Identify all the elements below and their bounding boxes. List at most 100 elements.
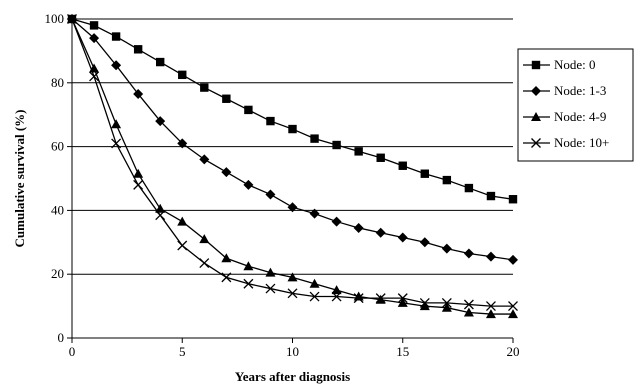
series-0-point-8 (244, 105, 253, 115)
legend-marker-0 (531, 60, 541, 70)
series-3-point-2 (111, 138, 122, 149)
series-0-point-20 (508, 195, 518, 204)
series-3-point-18 (463, 299, 474, 310)
series-3-point-8 (243, 278, 254, 289)
series-3-point-9 (265, 283, 276, 294)
series-1-point-9 (265, 189, 276, 200)
legend-marker-3 (531, 138, 541, 148)
series-3-point-15 (397, 293, 408, 304)
series-3-point-10 (287, 288, 298, 299)
series-3-point-15-stroke-b (397, 293, 408, 304)
series-line-1 (71, 18, 514, 261)
series-3-point-11-stroke-b (309, 291, 320, 302)
series-3-point-12-stroke-b (331, 291, 342, 302)
legend-marker-1 (531, 86, 541, 96)
series-0-point-14 (376, 153, 385, 162)
series-0-point-10 (288, 124, 297, 134)
series-3-point-4-stroke-b (155, 210, 166, 221)
series-3-point-13 (353, 293, 364, 304)
series-0-point-12 (332, 140, 341, 150)
y-tick-label-0: 0 (58, 330, 65, 345)
series-1-point-10 (287, 202, 298, 213)
series-3-point-16 (419, 297, 430, 308)
series-3-point-1-stroke-b (89, 71, 100, 82)
series-3-point-14-stroke-b (375, 293, 386, 304)
series-0-point-4 (156, 57, 165, 67)
series-2-point-9 (265, 267, 276, 277)
tick-labels: 0 20 40 60 80 100 0 5 10 15 20 (45, 11, 520, 359)
series-1-point-3 (133, 88, 144, 99)
series-3-point-0-stroke-b (67, 14, 77, 24)
series-2-point-7 (221, 253, 232, 263)
series-3-point-3-stroke-b (133, 179, 144, 190)
series-3-point-18-stroke-b (463, 299, 474, 310)
series-1-point-8 (243, 179, 254, 190)
series-3-point-9-stroke-b (265, 283, 276, 294)
series-3-point-3 (133, 179, 144, 190)
series-3-point-10-stroke-b (287, 288, 298, 299)
series-2-point-2 (111, 119, 122, 129)
series-0-point-19 (486, 191, 496, 201)
grid-lines (72, 18, 513, 275)
x-tick-label-15: 15 (396, 344, 409, 359)
series-2-point-17 (441, 302, 452, 312)
series-0-point-13 (354, 147, 363, 156)
series-0-point-16 (420, 169, 429, 178)
series-1-point-19 (485, 251, 496, 262)
series-3-point-20 (508, 301, 518, 312)
series-0-point-5 (178, 70, 187, 80)
x-tick-label-10: 10 (286, 344, 299, 359)
series-3-point-0 (67, 14, 77, 24)
series-1-point-18 (463, 248, 474, 259)
y-tick-label-60: 60 (51, 139, 64, 154)
series-1-point-20 (508, 254, 518, 265)
series-2 (67, 14, 518, 319)
series-1-point-1 (89, 33, 100, 44)
series-3-point-8-stroke-b (243, 278, 254, 289)
series-0-point-15 (398, 161, 407, 170)
series-3-point-7-stroke-b (221, 272, 232, 283)
series-0-point-2 (111, 32, 121, 41)
series-2-point-4 (155, 203, 166, 213)
series-2-point-16 (419, 301, 430, 311)
series-3-point-19-stroke-b (485, 301, 496, 312)
series-2-point-15 (397, 297, 408, 307)
x-tick-label-5: 5 (179, 344, 186, 359)
data-series (67, 14, 518, 319)
series-3-point-6-stroke-b (199, 258, 210, 268)
legend-label-1: Node: 1-3 (554, 83, 606, 98)
series-2-point-6 (199, 234, 210, 244)
series-1-point-2 (111, 60, 122, 71)
series-3-point-17 (441, 297, 452, 308)
series-3-point-19 (485, 301, 496, 312)
series-2-point-19 (485, 309, 496, 319)
series-0-point-6 (200, 83, 209, 92)
series-3-point-1 (89, 71, 100, 82)
series-1-point-7 (221, 167, 232, 178)
series-2-point-8 (243, 261, 254, 271)
series-1-point-5 (177, 138, 188, 149)
legend-marker-2 (531, 112, 541, 121)
series-2-point-10 (287, 272, 298, 282)
legend-label-0: Node: 0 (554, 57, 596, 72)
y-tick-label-100: 100 (45, 11, 65, 26)
series-3-point-5-stroke-b (177, 240, 188, 251)
series-2-point-12 (331, 285, 342, 295)
series-1-point-16 (419, 237, 430, 248)
series-1-point-6 (199, 154, 210, 165)
series-0-point-17 (442, 175, 452, 185)
y-tick-label-40: 40 (51, 202, 64, 217)
series-3-point-2-stroke-b (111, 138, 122, 149)
x-axis-title: Years after diagnosis (235, 369, 350, 384)
series-3-point-20-stroke-b (508, 301, 518, 312)
series-2-point-20 (508, 309, 518, 319)
series-3-point-14 (375, 293, 386, 304)
legend-marker-3-stroke-b (531, 138, 541, 148)
legend-label-2: Node: 4-9 (554, 109, 606, 124)
series-0-point-9 (266, 116, 275, 126)
series-2-point-3 (133, 168, 144, 178)
series-3 (67, 14, 518, 312)
series-0-point-3 (133, 45, 143, 54)
x-tick-label-20: 20 (507, 344, 520, 359)
